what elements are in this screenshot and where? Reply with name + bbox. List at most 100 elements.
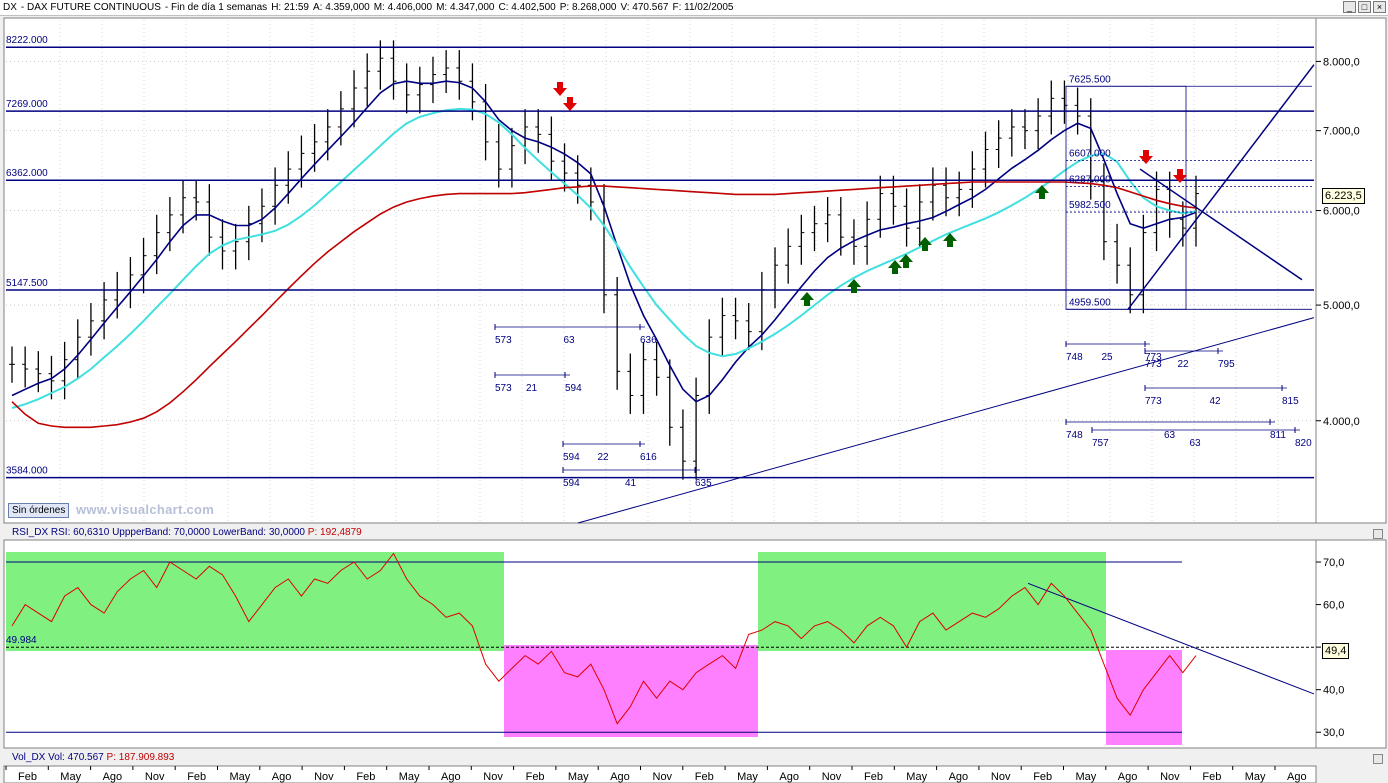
time-tick-label: Feb — [356, 771, 375, 783]
annotation-count-label: 25 — [1102, 352, 1114, 363]
time-tick-label: Feb — [695, 771, 714, 783]
time-tick-label: Nov — [822, 771, 842, 783]
moving-averages — [11, 80, 1197, 429]
level-label: 6362.000 — [6, 168, 48, 179]
timeframe: - Fin de día 1 semanas — [164, 2, 268, 13]
time-tick-label: May — [906, 771, 927, 783]
chart-canvas[interactable]: 49.984 8222.000 7269.000 6362.000 5147.500 3… — [0, 16, 1388, 783]
rsi-legend-upper: UppperBand: 70,0000 — [112, 527, 210, 538]
annotation-end-label: 616 — [640, 452, 657, 463]
rsi-legend: RSI_DX RSI: 60,6310 UppperBand: 70,0000 … — [12, 527, 362, 538]
annotation-count-label: 21 — [526, 383, 538, 394]
header-low: M: 4.347,000 — [436, 2, 495, 13]
maximize-button[interactable]: □ — [1358, 1, 1371, 13]
annotation-start-label: 773 — [1145, 359, 1162, 370]
annotation-start-label: 748 — [1066, 430, 1083, 441]
header-close: C: 4.402,500 — [498, 2, 556, 13]
time-tick-label: May — [230, 771, 251, 783]
watermark: www.visualchart.com — [76, 502, 215, 517]
rsi-pink-zone — [504, 645, 758, 737]
time-tick-label: Nov — [653, 771, 673, 783]
level-label: 5147.500 — [6, 278, 48, 289]
horizontal-levels: 8222.000 7269.000 6362.000 5147.500 3584.000… — [6, 35, 1314, 479]
time-tick-label: Feb — [1033, 771, 1052, 783]
annotation-end-label: 811 — [1270, 430, 1286, 441]
annotation-count-label: 22 — [1178, 359, 1190, 370]
rsi-legend-lower: LowerBand: 30,0000 — [212, 527, 305, 538]
current-price-label: 6.223,5 — [1322, 188, 1365, 204]
time-tick-label: May — [1245, 771, 1266, 783]
moving-average-fast — [11, 80, 1197, 403]
time-tick-label: Ago — [272, 771, 292, 783]
header-volume: V: 470.567 — [620, 2, 669, 13]
window-controls: _ □ × — [1343, 1, 1386, 13]
rsi-reference-label: 49.984 — [6, 635, 37, 646]
time-tick-label: Nov — [145, 771, 165, 783]
buy-arrow-icon — [943, 233, 957, 247]
volume-legend: Vol_DX Vol: 470.567 P: 187.909.893 — [12, 752, 174, 763]
rsi-pink-zone — [1106, 650, 1182, 745]
time-tick-label: Ago — [949, 771, 969, 783]
price-axis-ticks: 8.000,0 7.000,0 6.000,0 5.000,0 4.000,0 — [1316, 56, 1360, 428]
annotation-end-label: 795 — [1218, 359, 1235, 370]
header-open: A: 4.359,000 — [313, 2, 370, 13]
price-tick-label: 7.000,0 — [1323, 126, 1360, 138]
time-tick-label: Nov — [991, 771, 1011, 783]
moving-average-slow — [11, 181, 1197, 429]
buy-arrow-icon — [1035, 185, 1049, 199]
annotation-count-label: 63 — [1164, 430, 1176, 441]
price-tick-label: 5.000,0 — [1323, 300, 1360, 312]
box-level-label: 6287.000 — [1069, 174, 1111, 185]
time-tick-label: Nov — [1160, 771, 1180, 783]
rsi-green-zone — [6, 552, 504, 651]
rsi-tick-label: 30,0 — [1323, 727, 1344, 739]
annotation-end-label: 635 — [695, 478, 712, 489]
rsi-tick-label: 70,0 — [1323, 557, 1344, 569]
minimize-button[interactable]: _ — [1343, 1, 1356, 13]
header-high: M: 4.406,000 — [373, 2, 433, 13]
annotation-count-label: 41 — [625, 478, 637, 489]
rising-trendline — [1127, 64, 1315, 310]
rsi-trendline — [1027, 582, 1315, 695]
time-tick-label: Feb — [526, 771, 545, 783]
annotation-end-label: 773 — [1145, 352, 1162, 363]
symbol-code: DX — [3, 2, 17, 13]
annotation-start-label: 594 — [563, 478, 580, 489]
annotation-start-label: 773 — [1145, 396, 1162, 407]
rsi-line — [11, 552, 1197, 725]
time-tick-label: May — [737, 771, 758, 783]
time-tick-label: Ago — [441, 771, 461, 783]
header-price: P: 8.268,000 — [559, 2, 617, 13]
sell-arrow-icon — [553, 82, 567, 96]
annotation-end-label: 820 — [1295, 438, 1312, 449]
buy-arrow-icon — [899, 254, 913, 268]
price-tick-label: 6.000,0 — [1323, 206, 1360, 218]
buy-arrow-icon — [888, 260, 902, 274]
time-tick-label: Feb — [864, 771, 883, 783]
time-tick-label: Nov — [483, 771, 503, 783]
rsi-tick-label: 40,0 — [1323, 685, 1344, 697]
current-rsi-label: 49,4 — [1322, 643, 1350, 659]
rsi-tick-label: 60,0 — [1323, 600, 1344, 612]
orders-button[interactable]: Sin órdenes — [8, 503, 70, 518]
time-tick-label: Ago — [1118, 771, 1138, 783]
time-axis-panel — [3, 765, 1317, 783]
level-label: 8222.000 — [6, 35, 48, 46]
falling-trendline — [1139, 168, 1303, 281]
annotation-count-label: 22 — [598, 452, 610, 463]
annotation-end-label: 815 — [1282, 396, 1299, 407]
close-button[interactable]: × — [1373, 1, 1386, 13]
panel-maximize-button[interactable] — [1373, 529, 1383, 539]
annotation-end-label: 594 — [565, 383, 582, 394]
annotation-count-label: 42 — [1210, 396, 1222, 407]
rsi-legend-name: RSI_DX — [12, 527, 49, 538]
volume-legend-p: P: 187.909.893 — [106, 752, 175, 763]
time-tick-label: Nov — [314, 771, 334, 783]
sell-arrow-icon — [1139, 150, 1153, 164]
volume-panel-button[interactable] — [1373, 754, 1383, 764]
rsi-legend-value: RSI: 60,6310 — [50, 527, 110, 538]
level-label: 3584.000 — [6, 466, 48, 477]
sell-arrow-icon — [1173, 169, 1187, 183]
time-tick-label: Feb — [187, 771, 206, 783]
